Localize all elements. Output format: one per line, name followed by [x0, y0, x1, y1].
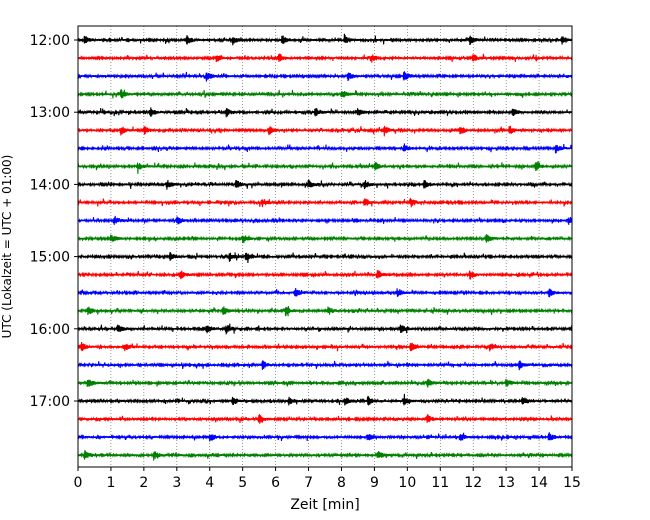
trace-17:00 [77, 393, 573, 406]
trace-16:30 [77, 360, 573, 371]
y-tick-label: 12:00 [30, 33, 70, 49]
x-tick-label: 1 [106, 475, 115, 491]
y-tick-label: 14:00 [30, 177, 70, 193]
x-tick-label: 4 [205, 475, 214, 491]
y-axis-ticks: 12:00 13:00 14:00 15:00 16:00 17:00 [30, 33, 78, 410]
x-tick-label: 9 [370, 475, 379, 491]
y-axis-label: UTC (Lokalzeit = UTC + 01:00) [0, 155, 14, 339]
trace-14:30 [77, 215, 573, 225]
x-axis-label: Zeit [min] [290, 497, 359, 513]
x-tick-label: 7 [304, 475, 313, 491]
trace-17:30 [77, 432, 573, 442]
y-tick-label: 13:00 [30, 105, 70, 121]
trace-13:45 [77, 161, 573, 174]
x-axis-ticks: 0 1 2 3 4 5 6 7 8 9 10 11 12 13 14 15 [74, 467, 581, 491]
x-tick-label: 13 [497, 475, 515, 491]
trace-15:45 [77, 305, 573, 317]
x-tick-label: 3 [172, 475, 181, 491]
trace-15:00 [77, 252, 573, 264]
trace-14:45 [77, 234, 573, 244]
x-tick-label: 8 [337, 475, 346, 491]
x-tick-label: 11 [431, 475, 449, 491]
trace-12:30 [77, 71, 573, 82]
x-tick-label: 6 [271, 475, 280, 491]
x-tick-label: 12 [464, 475, 482, 491]
trace-15:15 [77, 270, 573, 280]
trace-13:30 [77, 143, 573, 154]
trace-12:00 [77, 33, 573, 46]
trace-14:15 [77, 197, 573, 208]
trace-16:00 [77, 323, 573, 335]
trace-16:45 [77, 378, 573, 388]
trace-12:45 [77, 89, 573, 99]
x-tick-label: 0 [74, 475, 83, 491]
x-tick-label: 10 [398, 475, 416, 491]
trace-17:15 [77, 414, 573, 424]
x-tick-label: 5 [238, 475, 247, 491]
plot-frame [77, 25, 573, 468]
trace-12:15 [77, 53, 573, 63]
x-tick-label: 14 [530, 475, 548, 491]
y-tick-label: 16:00 [30, 322, 70, 338]
trace-15:30 [77, 287, 573, 298]
trace-17:45 [77, 450, 573, 461]
trace-16:15 [77, 341, 573, 352]
trace-13:15 [77, 125, 573, 137]
trace-14:00 [77, 179, 573, 190]
y-tick-label: 17:00 [30, 394, 70, 410]
trace-13:00 [77, 107, 573, 118]
x-tick-label: 2 [139, 475, 148, 491]
seismic-traces [77, 33, 573, 461]
x-tick-label: 15 [563, 475, 581, 491]
y-tick-label: 15:00 [30, 250, 70, 266]
